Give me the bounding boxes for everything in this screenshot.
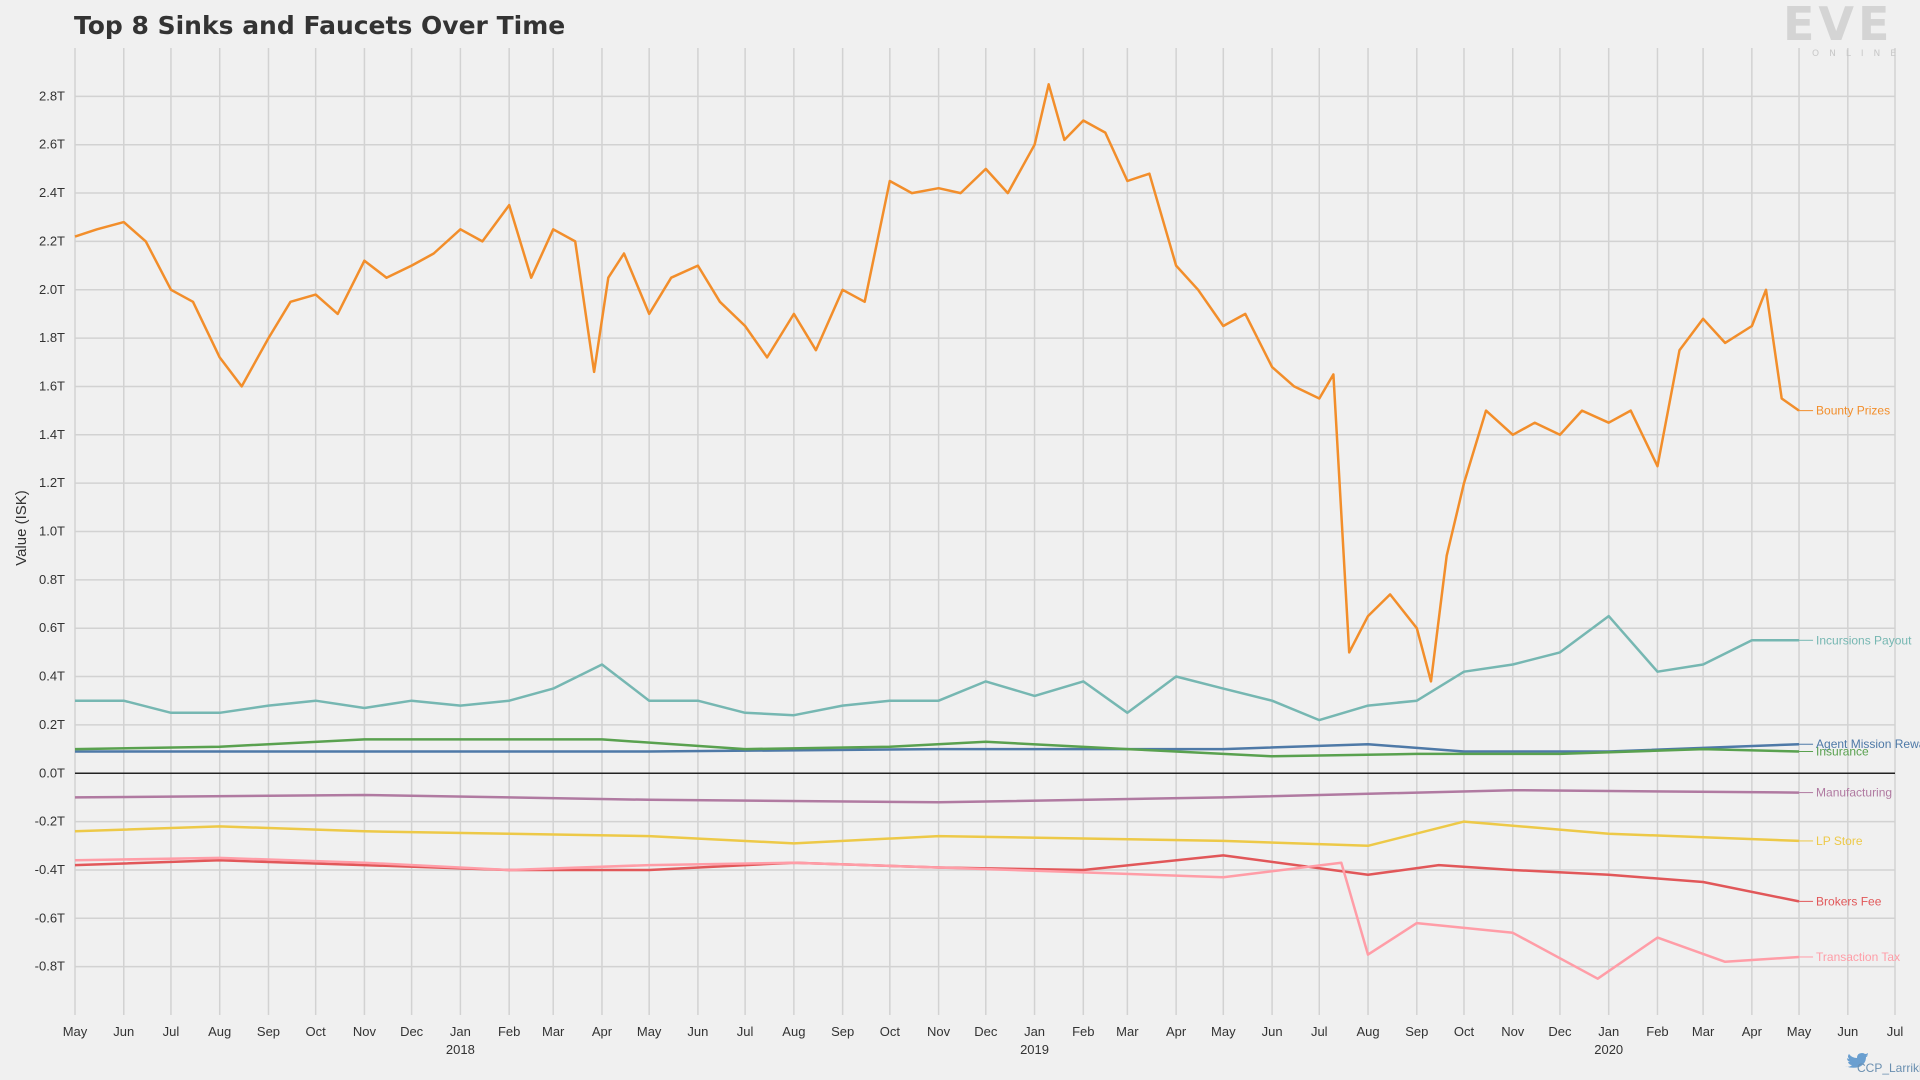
x-tick-label: Jul bbox=[1311, 1024, 1328, 1039]
x-tick-label: May bbox=[63, 1024, 88, 1039]
series-labels: Bounty Prizes Incursions Payout Agent Miss… bbox=[1799, 404, 1920, 964]
series-label-bounty-prizes: Bounty Prizes bbox=[1816, 404, 1890, 418]
y-tick-label: -0.8T bbox=[35, 959, 65, 974]
y-tick-label: -0.4T bbox=[35, 862, 65, 877]
series-line-incursions-payout bbox=[75, 614, 1799, 722]
x-tick-label: Sep bbox=[1405, 1024, 1428, 1039]
series-line-bounty-prizes bbox=[74, 83, 1800, 683]
x-tick-label: Jul bbox=[163, 1024, 180, 1039]
x-tick-label: Oct bbox=[306, 1024, 327, 1039]
series-line-agent-mission-rewards bbox=[75, 742, 1800, 753]
y-tick-label: 0.6T bbox=[39, 620, 65, 635]
x-tick-label: Jun bbox=[687, 1024, 708, 1039]
y-tick-label: 1.8T bbox=[39, 330, 65, 345]
series-lines bbox=[74, 83, 1800, 980]
series-label-agent-mission-rewards: Agent Mission Rewards bbox=[1816, 737, 1920, 751]
x-tick-label: Mar bbox=[1116, 1024, 1139, 1039]
chart-title: Top 8 Sinks and Faucets Over Time bbox=[74, 11, 565, 40]
x-tick-label: Feb bbox=[1646, 1024, 1668, 1039]
y-axis-ticks: -0.8T -0.6T -0.4T -0.2T 0.0T 0.2T 0.4T 0.6T 0.8T… bbox=[35, 88, 65, 973]
year-labels: 2018 2019 2020 bbox=[446, 1042, 1623, 1057]
series-label-brokers-fee: Brokers Fee bbox=[1816, 894, 1882, 908]
y-tick-label: 1.6T bbox=[39, 378, 65, 393]
series-label-insurance: Insurance bbox=[1816, 744, 1869, 758]
x-tick-label: Mar bbox=[542, 1024, 565, 1039]
twitter-icon bbox=[1845, 1053, 1868, 1068]
x-tick-label: Jan bbox=[1598, 1024, 1619, 1039]
y-tick-label: 2.0T bbox=[39, 282, 65, 297]
year-label: 2018 bbox=[446, 1042, 475, 1057]
y-tick-label: 0.2T bbox=[39, 717, 65, 732]
x-tick-label: Jun bbox=[1837, 1024, 1858, 1039]
x-tick-label: Jan bbox=[450, 1024, 471, 1039]
y-tick-label: -0.2T bbox=[35, 814, 65, 829]
y-axis-label: Value (ISK) bbox=[13, 490, 30, 566]
x-tick-label: Apr bbox=[592, 1024, 613, 1039]
x-tick-label: Feb bbox=[498, 1024, 520, 1039]
series-line-insurance bbox=[74, 738, 1800, 758]
series-line-transaction-tax bbox=[74, 856, 1800, 980]
x-tick-label: Dec bbox=[974, 1024, 998, 1039]
eve-logo: EVE bbox=[1783, 0, 1893, 51]
x-tick-label: Oct bbox=[1454, 1024, 1475, 1039]
series-label-transaction-tax: Transaction Tax bbox=[1816, 950, 1900, 964]
credit-handle: CCP_Larrikin bbox=[1857, 1061, 1920, 1075]
x-tick-label: Aug bbox=[1356, 1024, 1379, 1039]
y-tick-label: 1.4T bbox=[39, 427, 65, 442]
x-tick-label: Mar bbox=[1692, 1024, 1715, 1039]
y-tick-label: 0.4T bbox=[39, 669, 65, 684]
y-tick-label: 1.2T bbox=[39, 475, 65, 490]
y-gridlines bbox=[75, 95, 1895, 968]
y-tick-label: 2.8T bbox=[39, 88, 65, 103]
series-label-manufacturing: Manufacturing bbox=[1816, 786, 1892, 800]
series-line-brokers-fee bbox=[74, 854, 1800, 903]
x-tick-label: May bbox=[637, 1024, 662, 1039]
y-tick-label: 0.8T bbox=[39, 572, 65, 587]
x-tick-label: Oct bbox=[880, 1024, 901, 1039]
series-line-manufacturing bbox=[74, 788, 1800, 804]
series-label-incursions-payout: Incursions Payout bbox=[1816, 633, 1912, 647]
x-tick-label: Jul bbox=[737, 1024, 754, 1039]
x-tick-label: Apr bbox=[1166, 1024, 1187, 1039]
x-tick-label: Aug bbox=[782, 1024, 805, 1039]
x-tick-label: Jun bbox=[1262, 1024, 1283, 1039]
x-tick-label: Jan bbox=[1024, 1024, 1045, 1039]
y-tick-label: 2.4T bbox=[39, 185, 65, 200]
x-tick-label: Jun bbox=[113, 1024, 134, 1039]
x-tick-label: Nov bbox=[1501, 1024, 1525, 1039]
x-tick-label: Apr bbox=[1742, 1024, 1763, 1039]
series-label-lp-store: LP Store bbox=[1816, 834, 1863, 848]
y-tick-label: 2.2T bbox=[39, 233, 65, 248]
x-tick-label: Jul bbox=[1887, 1024, 1904, 1039]
y-tick-label: 2.6T bbox=[39, 137, 65, 152]
x-tick-label: Sep bbox=[831, 1024, 854, 1039]
x-tick-label: Dec bbox=[1548, 1024, 1572, 1039]
y-tick-label: 1.0T bbox=[39, 524, 65, 539]
x-tick-label: Aug bbox=[208, 1024, 231, 1039]
year-label: 2020 bbox=[1594, 1042, 1623, 1057]
eve-logo-subtext: ONLINE bbox=[1812, 49, 1906, 59]
y-tick-label: -0.6T bbox=[35, 910, 65, 925]
x-tick-label: Sep bbox=[257, 1024, 280, 1039]
series-line-lp-store bbox=[74, 820, 1800, 848]
y-tick-label: 0.0T bbox=[39, 765, 65, 780]
year-label: 2019 bbox=[1020, 1042, 1049, 1057]
x-tick-label: May bbox=[1211, 1024, 1236, 1039]
x-tick-label: Dec bbox=[400, 1024, 424, 1039]
x-axis-ticks: May Jun Jul Aug Sep Oct Nov Dec Jan Feb Mar Apr May J… bbox=[63, 1024, 1904, 1039]
x-gridlines bbox=[74, 48, 1896, 1015]
x-tick-label: Feb bbox=[1072, 1024, 1094, 1039]
x-tick-label: Nov bbox=[353, 1024, 377, 1039]
x-tick-label: May bbox=[1787, 1024, 1812, 1039]
x-tick-label: Nov bbox=[927, 1024, 951, 1039]
